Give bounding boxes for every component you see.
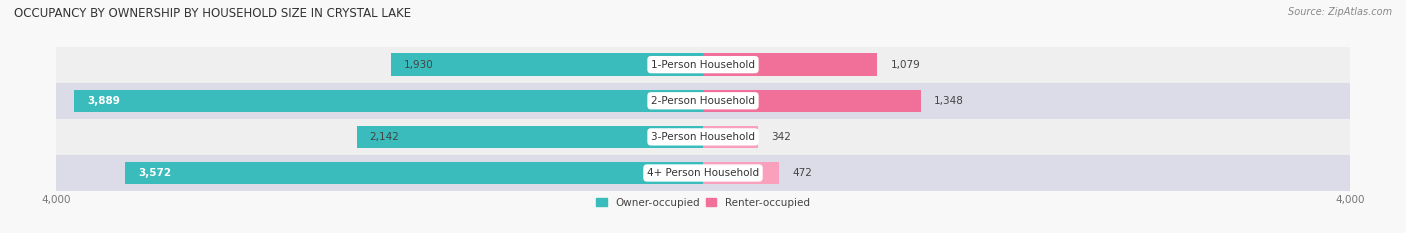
Bar <box>703 162 779 184</box>
Bar <box>56 47 1350 83</box>
Text: 2-Person Household: 2-Person Household <box>651 96 755 106</box>
Text: 3,889: 3,889 <box>87 96 120 106</box>
Text: Source: ZipAtlas.com: Source: ZipAtlas.com <box>1288 7 1392 17</box>
Bar <box>125 162 703 184</box>
Bar <box>703 53 877 76</box>
Text: 1-Person Household: 1-Person Household <box>651 60 755 70</box>
Bar <box>56 119 1350 155</box>
Text: 1,348: 1,348 <box>934 96 963 106</box>
Text: 472: 472 <box>792 168 813 178</box>
Text: 2,142: 2,142 <box>370 132 399 142</box>
Text: OCCUPANCY BY OWNERSHIP BY HOUSEHOLD SIZE IN CRYSTAL LAKE: OCCUPANCY BY OWNERSHIP BY HOUSEHOLD SIZE… <box>14 7 411 20</box>
Bar <box>703 126 758 148</box>
Bar <box>391 53 703 76</box>
Bar <box>56 155 1350 191</box>
Text: 3-Person Household: 3-Person Household <box>651 132 755 142</box>
Text: 4+ Person Household: 4+ Person Household <box>647 168 759 178</box>
Bar <box>56 83 1350 119</box>
Text: 3,572: 3,572 <box>138 168 172 178</box>
Text: 1,930: 1,930 <box>404 60 433 70</box>
Bar <box>703 89 921 112</box>
Bar <box>75 89 703 112</box>
Legend: Owner-occupied, Renter-occupied: Owner-occupied, Renter-occupied <box>592 194 814 212</box>
Text: 1,079: 1,079 <box>890 60 920 70</box>
Bar <box>357 126 703 148</box>
Text: 342: 342 <box>772 132 792 142</box>
